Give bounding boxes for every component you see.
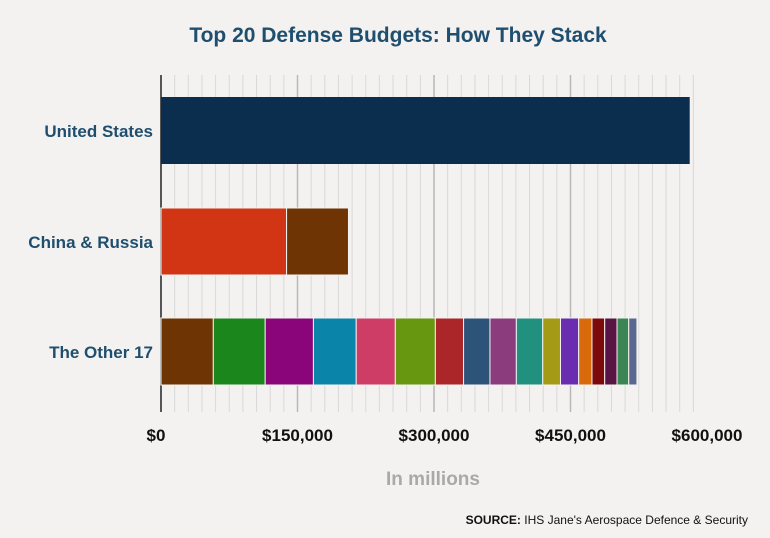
bar-segment-2-2 (286, 207, 349, 276)
bar-segment-3-17 (628, 317, 638, 386)
bar-segment-3-15 (604, 317, 618, 386)
bar-segment-3-1 (160, 317, 214, 386)
source-note: SOURCE: IHS Jane's Aerospace Defence & S… (466, 513, 748, 527)
bar-segment-3-13 (578, 317, 593, 386)
bar-segment-3-4 (312, 317, 357, 386)
bar-segment-3-14 (591, 317, 606, 386)
chart-title: Top 20 Defense Budgets: How They Stack (189, 24, 607, 47)
x-tick-label: $0 (147, 426, 166, 445)
bar-segment-3-11 (542, 317, 561, 386)
bar-segment-3-12 (559, 317, 580, 386)
bar-segment-3-9 (489, 317, 517, 386)
x-tick-labels: $0 $150,000 $300,000 $450,000 $600,000 (147, 426, 743, 445)
bar-segment-3-5 (355, 317, 396, 386)
x-axis-label: In millions (386, 469, 480, 490)
source-text: IHS Jane's Aerospace Defence & Security (521, 513, 748, 527)
bar-segment-2-1 (160, 207, 288, 276)
bar-segment-3-8 (463, 317, 491, 386)
category-label-other-17: The Other 17 (49, 343, 153, 362)
bars (160, 97, 690, 386)
bar-segment-3-16 (616, 317, 630, 386)
bar-segment-3-6 (394, 317, 436, 386)
x-tick-label: $150,000 (262, 426, 333, 445)
bar-segment-1-1 (161, 97, 690, 164)
bar-segment-3-3 (264, 317, 314, 386)
bar-segment-3-2 (212, 317, 266, 386)
x-tick-label: $300,000 (399, 426, 470, 445)
x-tick-label: $600,000 (672, 426, 743, 445)
category-label-china-russia: China & Russia (28, 233, 153, 252)
x-tick-label: $450,000 (535, 426, 606, 445)
category-label-united-states: United States (44, 122, 153, 141)
bar-segment-3-7 (434, 317, 465, 386)
source-label: SOURCE: (466, 513, 521, 527)
bar-segment-3-10 (515, 317, 544, 386)
